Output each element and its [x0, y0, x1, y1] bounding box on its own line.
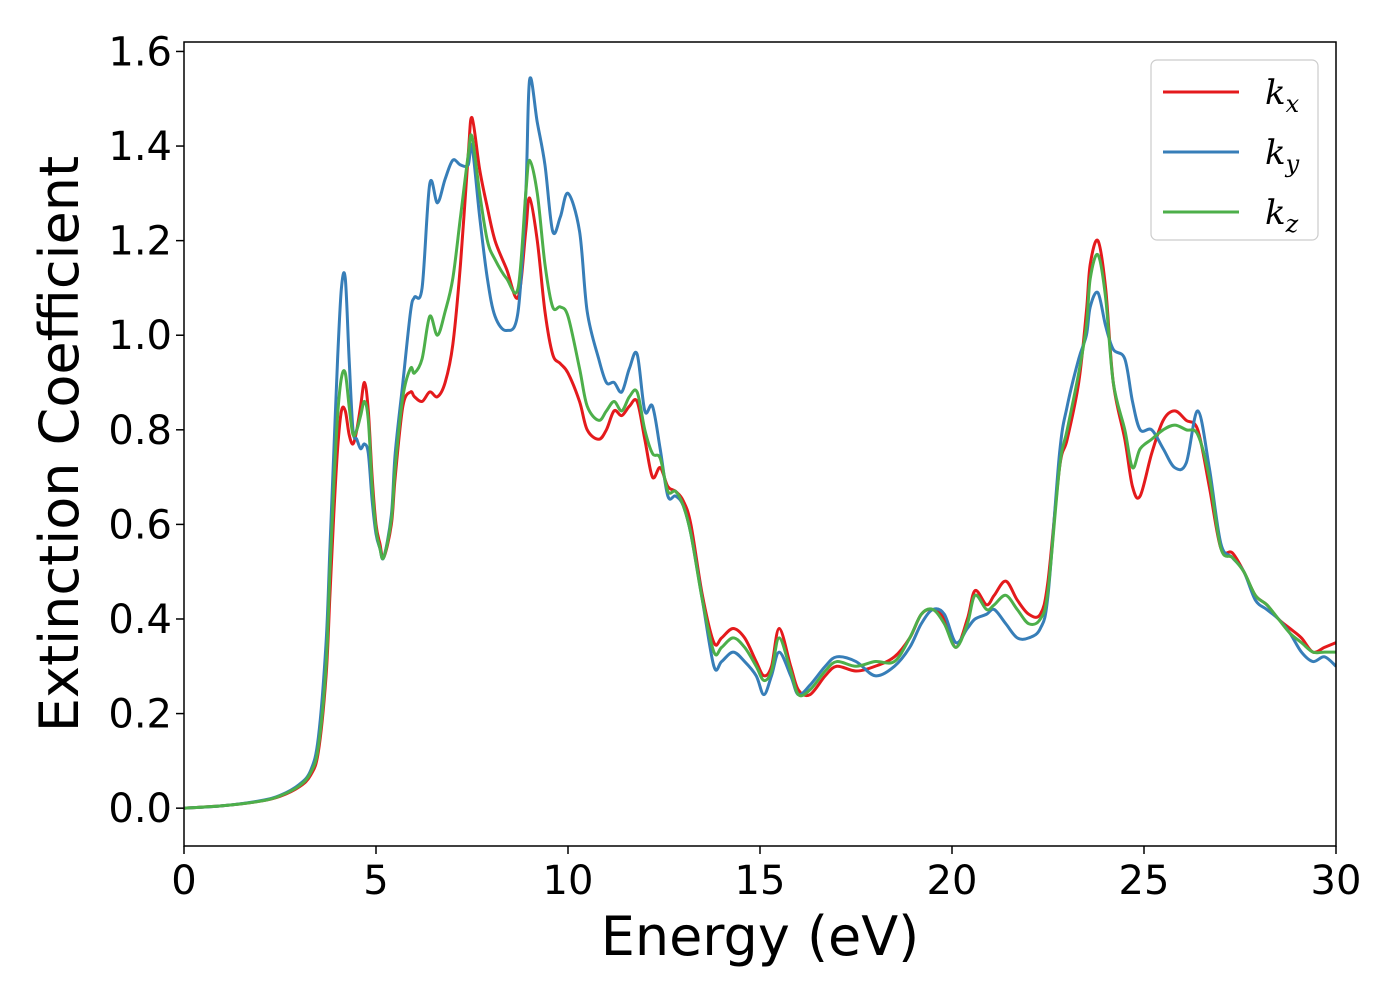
y-tick-label: 1.6: [108, 29, 172, 75]
legend-entry-ky: ky: [1265, 133, 1300, 178]
legend-box: [1150, 59, 1319, 241]
y-axis-ticks: 0.0 0.2 0.4 0.6 0.8 1.0 1.2 1.4 1.6: [108, 29, 184, 832]
legend-entry-kx: kx: [1265, 73, 1300, 118]
series-line-kz: [184, 133, 1336, 810]
x-axis-ticks: 0 5 10 15 20 25 30: [171, 846, 1361, 904]
y-tick-label: 1.2: [108, 219, 172, 265]
x-axis-label: Energy (eV): [601, 905, 920, 968]
y-tick-label: 1.4: [108, 124, 172, 170]
y-tick-label: 0.6: [108, 502, 172, 548]
x-tick-label: 20: [927, 858, 978, 904]
y-axis-label: Extinction Coefficient: [28, 156, 91, 732]
y-tick-label: 0.8: [108, 408, 172, 454]
legend: kx ky kz: [1150, 59, 1319, 241]
series-layer: [184, 76, 1336, 810]
y-tick-label: 0.4: [108, 597, 172, 643]
x-tick-label: 25: [1119, 858, 1170, 904]
legend-entry-kz: kz: [1265, 193, 1299, 238]
x-tick-label: 0: [171, 858, 196, 904]
x-tick-label: 30: [1311, 858, 1362, 904]
x-tick-label: 15: [735, 858, 786, 904]
y-tick-label: 0.0: [108, 786, 172, 832]
x-tick-label: 5: [363, 858, 388, 904]
x-tick-label: 10: [543, 858, 594, 904]
y-tick-label: 1.0: [108, 313, 172, 359]
y-tick-label: 0.2: [108, 692, 172, 738]
